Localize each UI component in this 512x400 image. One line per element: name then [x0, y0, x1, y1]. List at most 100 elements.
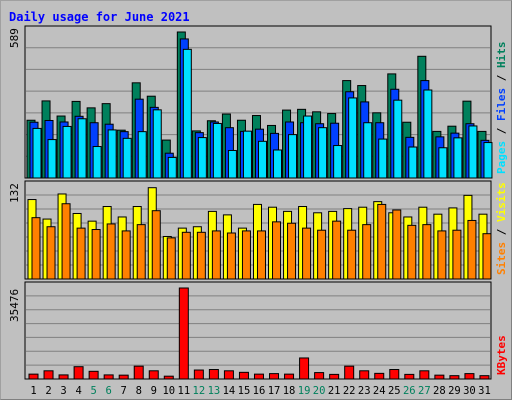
legend-entry: Visits — [495, 182, 508, 222]
kbytes-bar-kbytes — [193, 369, 204, 380]
hits-files-pages-bar-pages — [453, 137, 463, 179]
day-label: 12 — [193, 385, 206, 397]
kbytes-bar-kbytes — [208, 369, 219, 380]
kbytes-bar-kbytes — [464, 373, 475, 380]
hits-files-pages-max-label: 589 — [8, 28, 21, 48]
kbytes-bar-kbytes — [133, 365, 144, 380]
day-label: 25 — [388, 385, 401, 397]
visits-sites-bar-sites — [422, 224, 432, 280]
visits-sites-bar-sites — [226, 232, 236, 280]
visits-sites-bar-sites — [91, 229, 101, 280]
day-label: 19 — [298, 385, 311, 397]
kbytes-bar-kbytes — [374, 372, 385, 380]
kbytes-bar-kbytes — [118, 374, 129, 380]
visits-sites-bar-sites — [467, 219, 477, 280]
visits-sites-bar-sites — [196, 231, 206, 280]
day-label: 30 — [463, 385, 476, 397]
kbytes-bar-kbytes — [329, 373, 340, 380]
kbytes-legend: KBytes — [495, 335, 508, 375]
hits-files-pages-bar-pages — [288, 134, 298, 179]
kbytes-bar-kbytes — [434, 374, 445, 380]
hits-files-pages-bar-pages — [242, 130, 252, 179]
hits-files-pages-bar-pages — [438, 147, 448, 179]
hits-files-pages-bar-pages — [47, 139, 57, 179]
day-label: 2 — [45, 385, 51, 397]
visits-sites-bar-sites — [392, 209, 402, 280]
hits-files-pages-bar-pages — [468, 125, 478, 179]
day-label: 16 — [253, 385, 266, 397]
visits-sites-bar-sites — [211, 230, 221, 280]
hits-files-pages-bar-pages — [363, 122, 373, 179]
visits-sites-max-label: 132 — [8, 183, 21, 203]
kbytes-bar-kbytes — [269, 373, 280, 380]
day-label: 21 — [328, 385, 341, 397]
visits-sites-bar-sites — [362, 224, 372, 280]
kbytes-bar-kbytes — [284, 373, 295, 380]
day-label: 11 — [178, 385, 191, 397]
kbytes-bar-kbytes — [58, 374, 69, 380]
hits-files-pages-bar-pages — [333, 145, 343, 179]
hits-files-pages-bar-pages — [197, 137, 207, 179]
visits-sites-bar-sites — [241, 230, 251, 280]
day-label: 4 — [75, 385, 81, 397]
kbytes-bar-kbytes — [344, 365, 355, 380]
legend-entry: Hits — [495, 42, 508, 69]
hits-files-pages-bar-pages — [182, 48, 192, 179]
visits-sites-bar-sites — [437, 230, 447, 280]
visits-sites-bar-sites — [181, 231, 191, 280]
kbytes-bar-kbytes — [163, 375, 174, 380]
day-label: 24 — [373, 385, 386, 397]
kbytes-bar-kbytes — [88, 370, 99, 380]
hits-files-pages-bar-pages — [348, 97, 358, 179]
hits-files-pages-bar-pages — [32, 127, 42, 179]
day-label: 22 — [343, 385, 356, 397]
visits-sites-bar-sites — [302, 227, 312, 280]
visits-sites-bar-sites — [287, 222, 297, 280]
visits-sites-bar-sites — [377, 203, 387, 280]
kbytes-panel — [24, 281, 492, 380]
hits-files-pages-bar-pages — [303, 115, 313, 179]
kbytes-bar-kbytes — [389, 369, 400, 380]
day-label: 27 — [418, 385, 431, 397]
kbytes-bar-kbytes — [404, 373, 415, 380]
hits-files-pages-bar-pages — [257, 140, 267, 179]
visits-sites-bar-sites — [61, 203, 71, 280]
day-label: 8 — [136, 385, 142, 397]
visits-sites-legend: Sites / Visits — [495, 182, 508, 275]
visits-sites-bar-sites — [31, 217, 41, 280]
visits-sites-bar-sites — [136, 224, 146, 280]
visits-sites-bar-sites — [121, 230, 131, 280]
legend-entry: Sites — [495, 242, 508, 275]
day-label: 29 — [448, 385, 461, 397]
hits-files-pages-bar-pages — [167, 156, 177, 179]
visits-sites-bar-sites — [347, 229, 357, 280]
hits-files-pages-bar-pages — [137, 131, 147, 179]
day-label: 20 — [313, 385, 326, 397]
legend-entry: / — [495, 68, 508, 88]
day-label: 23 — [358, 385, 371, 397]
day-label: 9 — [151, 385, 157, 397]
visits-sites-bar-sites — [106, 223, 116, 280]
day-label: 10 — [162, 385, 175, 397]
hits-files-pages-bar-pages — [423, 89, 433, 179]
day-label: 17 — [268, 385, 281, 397]
day-label: 31 — [478, 385, 491, 397]
visits-sites-bar-sites — [46, 226, 56, 280]
day-label: 1 — [30, 385, 36, 397]
kbytes-bar-kbytes — [479, 375, 490, 380]
kbytes-bar-kbytes — [299, 357, 310, 380]
day-label: 3 — [60, 385, 66, 397]
kbytes-bar-kbytes — [103, 374, 114, 380]
visits-sites-bar-sites — [272, 221, 282, 280]
chart-title: Daily usage for June 2021 — [9, 10, 190, 24]
kbytes-bar-kbytes — [238, 371, 249, 380]
kbytes-bar-kbytes — [419, 370, 430, 380]
kbytes-bar-kbytes — [449, 375, 460, 380]
hits-files-pages-bar-pages — [212, 122, 222, 179]
hits-files-pages-bar-pages — [122, 137, 132, 179]
hits-files-pages-bar-pages — [227, 149, 237, 179]
day-label: 26 — [403, 385, 416, 397]
hits-files-pages-bar-pages — [393, 99, 403, 179]
day-label: 13 — [208, 385, 221, 397]
